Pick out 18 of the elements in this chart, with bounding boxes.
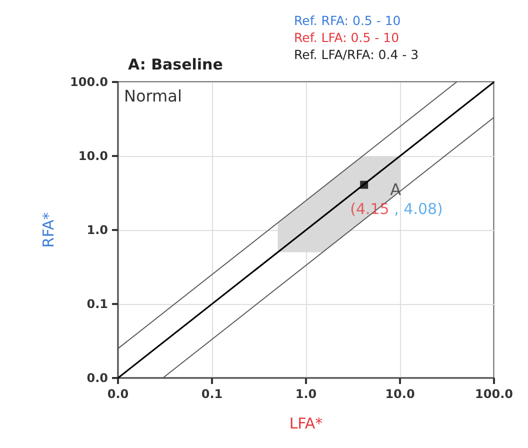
x-tick-label: 10.0 <box>385 387 415 401</box>
x-axis-title: LFA* <box>289 414 324 432</box>
y-tick-label: 0.1 <box>86 297 108 311</box>
text: Ref. RFA: 0.5 - 10 <box>294 13 401 28</box>
series-label: A <box>390 180 402 199</box>
y-tick-label: 100.0 <box>70 75 108 89</box>
x-tick-label: 0.1 <box>201 387 223 401</box>
text: Ref. LFA/RFA: 0.4 - 3 <box>294 47 419 62</box>
y-tick-label: 1.0 <box>86 223 108 237</box>
x-tick-label: 100.0 <box>475 387 513 401</box>
y-axis-title: RFA* <box>40 212 58 248</box>
y-tick-label: 0.0 <box>86 371 108 385</box>
chart-title: A: Baseline <box>128 56 223 74</box>
x-tick-label: 1.0 <box>295 387 317 401</box>
x-tick-label: 0.0 <box>107 387 129 401</box>
text: Ref. LFA: 0.5 - 10 <box>294 30 400 45</box>
y-tick-label: 10.0 <box>78 149 108 163</box>
annotation: Normal <box>124 86 182 106</box>
